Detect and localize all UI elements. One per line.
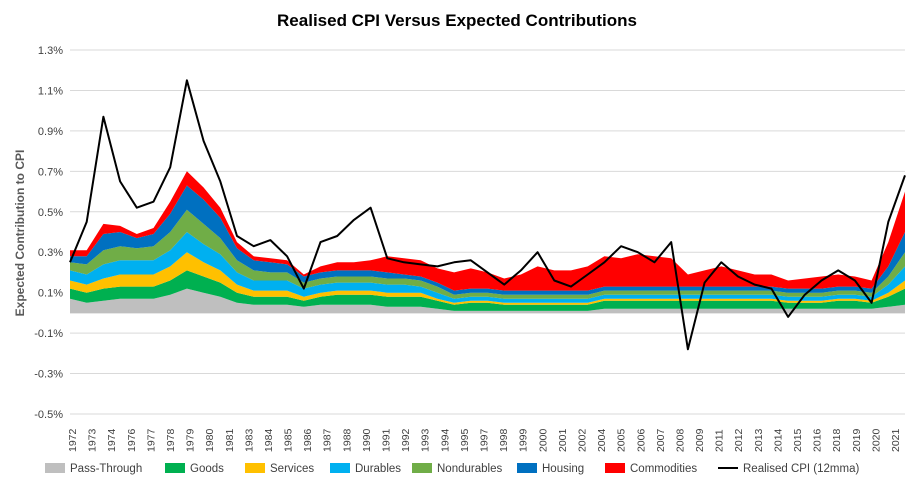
x-tick-label: 1998 — [498, 428, 510, 452]
legend-item-services: Services — [245, 463, 314, 475]
y-tick-label: -0.5% — [34, 409, 63, 421]
legend-swatch — [45, 463, 65, 473]
legend-label: Realised CPI (12mma) — [743, 463, 859, 475]
x-tick-label: 1986 — [302, 428, 314, 452]
x-tick-label: 2005 — [616, 429, 628, 453]
x-tick-label: 2011 — [714, 429, 726, 452]
x-tick-label: 1983 — [243, 429, 255, 453]
y-tick-label: 1.1% — [38, 85, 63, 97]
x-tick-label: 2000 — [537, 428, 549, 452]
y-tick-label: 0.1% — [38, 288, 63, 300]
legend-swatch — [412, 463, 432, 473]
x-tick-label: 2018 — [831, 428, 843, 452]
x-tick-label: 1973 — [87, 428, 99, 452]
area-nondurables — [70, 209, 905, 299]
x-tick-label: 1994 — [439, 428, 451, 452]
x-tick-label: 1995 — [459, 428, 471, 452]
x-tick-label: 1976 — [126, 428, 138, 452]
legend-item-goods: Goods — [165, 463, 224, 475]
x-tick-label: 1988 — [341, 428, 353, 452]
x-tick-label: 2006 — [635, 429, 647, 453]
realised-cpi-line — [69, 79, 906, 351]
legend-swatch — [245, 463, 265, 473]
legend-label: Pass-Through — [70, 463, 142, 475]
x-tick-label: 1991 — [381, 428, 393, 452]
area-housing — [70, 185, 905, 295]
legend-label: Nondurables — [437, 463, 502, 475]
legend-item-housing: Housing — [517, 463, 584, 475]
x-axis-ticks: 1972 1973 1974 1976 1977 1978 1979 1980 1981 1983… — [67, 428, 902, 452]
y-tick-label: 0.5% — [38, 207, 63, 219]
legend-label: Services — [270, 463, 314, 475]
x-tick-label: 1985 — [283, 428, 295, 452]
x-tick-label: 1978 — [165, 429, 177, 453]
x-tick-label: 1999 — [518, 428, 530, 452]
x-tick-label: 2007 — [655, 429, 667, 453]
x-tick-label: 2014 — [772, 428, 784, 452]
legend-label: Goods — [190, 463, 224, 475]
y-tick-label: 1.3% — [38, 45, 63, 57]
y-axis-ticks: 1.3% 1.1% 0.9% 0.7% 0.5% 0.3% 0.1% -0.1% -0.3% -0… — [34, 45, 63, 421]
y-tick-label: -0.1% — [34, 328, 63, 340]
legend-label: Housing — [542, 463, 584, 475]
x-tick-label: 2002 — [577, 429, 589, 453]
legend-label: Durables — [355, 463, 401, 475]
x-tick-label: 2008 — [675, 429, 687, 453]
area-commodities — [70, 171, 905, 291]
x-tick-label: 2015 — [792, 428, 804, 452]
x-tick-label: 2020 — [870, 428, 882, 452]
legend-item-commodities: Commodities — [605, 463, 697, 475]
legend-item-nondurables: Nondurables — [412, 463, 502, 475]
y-axis-label: Expected Contribution to CPI — [13, 150, 27, 317]
x-tick-label: 1974 — [106, 428, 118, 452]
y-tick-label: 0.3% — [38, 247, 63, 259]
x-tick-label: 2004 — [596, 429, 608, 453]
x-tick-label: 1977 — [145, 429, 157, 453]
x-tick-label: 1981 — [224, 429, 236, 453]
x-tick-label: 2001 — [557, 429, 569, 453]
x-tick-label: 1972 — [67, 428, 79, 452]
x-tick-label: 2012 — [733, 428, 745, 452]
x-tick-label: 1993 — [420, 428, 432, 452]
area-pass-through — [70, 288, 905, 313]
legend-label: Commodities — [630, 463, 697, 475]
x-tick-label: 1979 — [185, 429, 197, 453]
y-tick-label: 0.9% — [38, 126, 63, 138]
legend-item-durables: Durables — [330, 463, 401, 475]
legend-swatch — [330, 463, 350, 473]
x-tick-label: 1980 — [204, 429, 216, 453]
x-tick-label: 2009 — [694, 428, 706, 452]
x-tick-label: 1992 — [400, 428, 412, 452]
legend-item-realised-cpi-12mma-: Realised CPI (12mma) — [718, 463, 859, 475]
y-tick-label: -0.3% — [34, 369, 63, 381]
chart-title: Realised CPI Versus Expected Contributio… — [277, 11, 637, 30]
x-tick-label: 2021 — [890, 428, 902, 452]
area-services — [70, 252, 905, 305]
x-tick-label: 1987 — [322, 428, 334, 452]
x-tick-label: 1997 — [479, 428, 491, 452]
legend-swatch — [517, 463, 537, 473]
stacked-areas — [70, 171, 905, 313]
area-durables — [70, 232, 905, 303]
x-tick-label: 2016 — [812, 428, 824, 452]
x-tick-label: 1990 — [361, 428, 373, 452]
legend: Pass-Through Goods Services Durables Nondura… — [45, 463, 859, 475]
cpi-line-group — [69, 79, 906, 351]
x-tick-label: 1984 — [263, 429, 275, 453]
x-tick-label: 2013 — [753, 428, 765, 452]
legend-swatch — [165, 463, 185, 473]
legend-swatch — [605, 463, 625, 473]
x-tick-label: 2019 — [851, 428, 863, 452]
area-goods — [70, 270, 905, 311]
legend-item-pass-through: Pass-Through — [45, 463, 142, 475]
y-tick-label: 0.7% — [38, 166, 63, 178]
